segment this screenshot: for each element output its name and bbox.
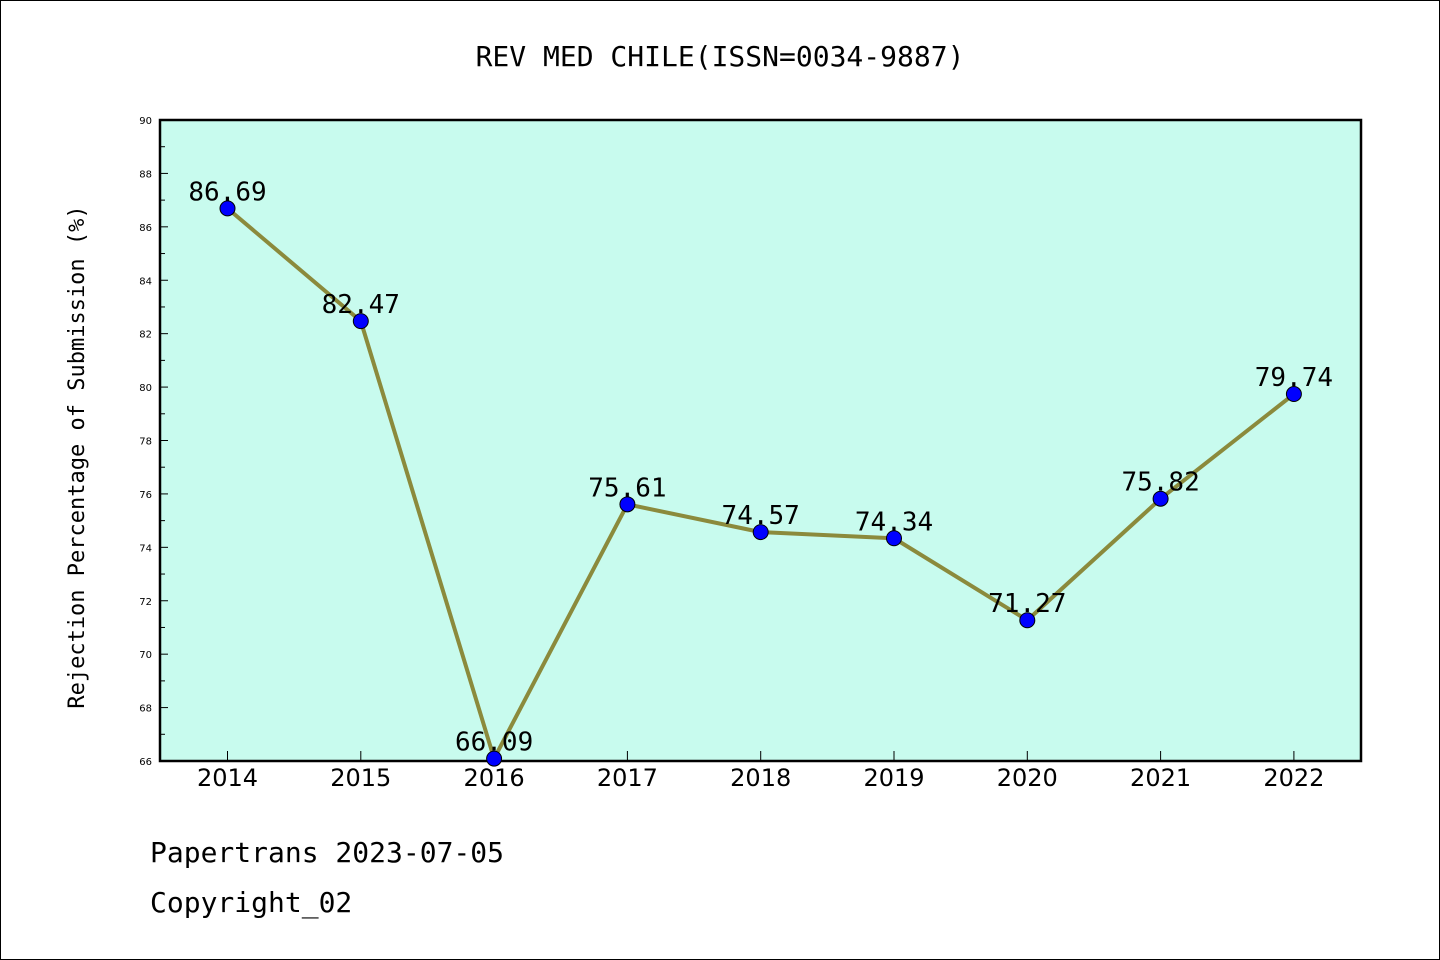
data-point	[752, 524, 769, 541]
data-label: 74.57	[722, 501, 800, 531]
y-tick-label: 70	[139, 650, 152, 661]
source-date-text: Papertrans 2023-07-05	[150, 836, 505, 869]
y-tick-label: 76	[139, 490, 152, 501]
data-point	[486, 750, 503, 767]
data-label: 79.74	[1255, 363, 1333, 393]
axes-layer: 66 68 70 72 74 76 78 80 82 84 86 88 90 2014 2015 2016 20…	[139, 116, 1324, 792]
y-tick-label: 84	[139, 276, 152, 287]
y-axis-label: Rejection Percentage of Submission (%)	[65, 205, 90, 708]
x-tick-label: 2014	[197, 764, 258, 792]
data-label: 74.34	[855, 507, 933, 537]
x-tick-label: 2017	[597, 764, 658, 792]
y-tick-label: 72	[139, 597, 152, 608]
x-tick-label: 2021	[1130, 764, 1191, 792]
data-point	[1285, 386, 1302, 403]
data-point	[1152, 490, 1169, 507]
y-tick-label: 68	[139, 704, 152, 715]
data-point	[886, 530, 902, 547]
plot-area	[158, 118, 1363, 763]
data-point	[219, 200, 236, 217]
x-tick-label: 2019	[863, 764, 924, 792]
data-label: 66.09	[455, 728, 533, 758]
chart-title: REV MED CHILE(ISSN=0034-9887)	[476, 40, 965, 73]
y-tick-label: 82	[139, 330, 152, 341]
x-tick-label: 2022	[1263, 764, 1324, 792]
copyright-text: Copyright_02	[150, 886, 353, 919]
x-tick-label: 2015	[330, 764, 391, 792]
data-point	[1019, 612, 1036, 629]
data-label: 75.82	[1121, 468, 1199, 498]
x-tick-label: 2018	[730, 764, 791, 792]
data-label: 75.61	[588, 473, 666, 503]
y-tick-label: 86	[139, 223, 152, 234]
y-tick-label: 66	[139, 757, 152, 768]
data-point	[619, 496, 636, 513]
y-tick-label: 88	[139, 169, 152, 180]
data-label: 82.47	[322, 290, 400, 320]
series-layer	[219, 200, 1302, 767]
data-point	[352, 313, 369, 330]
y-tick-label: 78	[139, 437, 152, 448]
data-label: 86.69	[188, 177, 266, 207]
x-tick-label: 2016	[464, 764, 525, 792]
y-tick-label: 74	[139, 543, 152, 554]
y-tick-label: 90	[139, 116, 152, 127]
y-tick-label: 80	[139, 383, 152, 394]
data-label: 71.27	[988, 589, 1066, 619]
data-labels-layer: 86.69 82.47 66.09 75.61 74.57 74.34 71.27 75.82…	[188, 177, 1333, 757]
x-tick-label: 2020	[997, 764, 1058, 792]
